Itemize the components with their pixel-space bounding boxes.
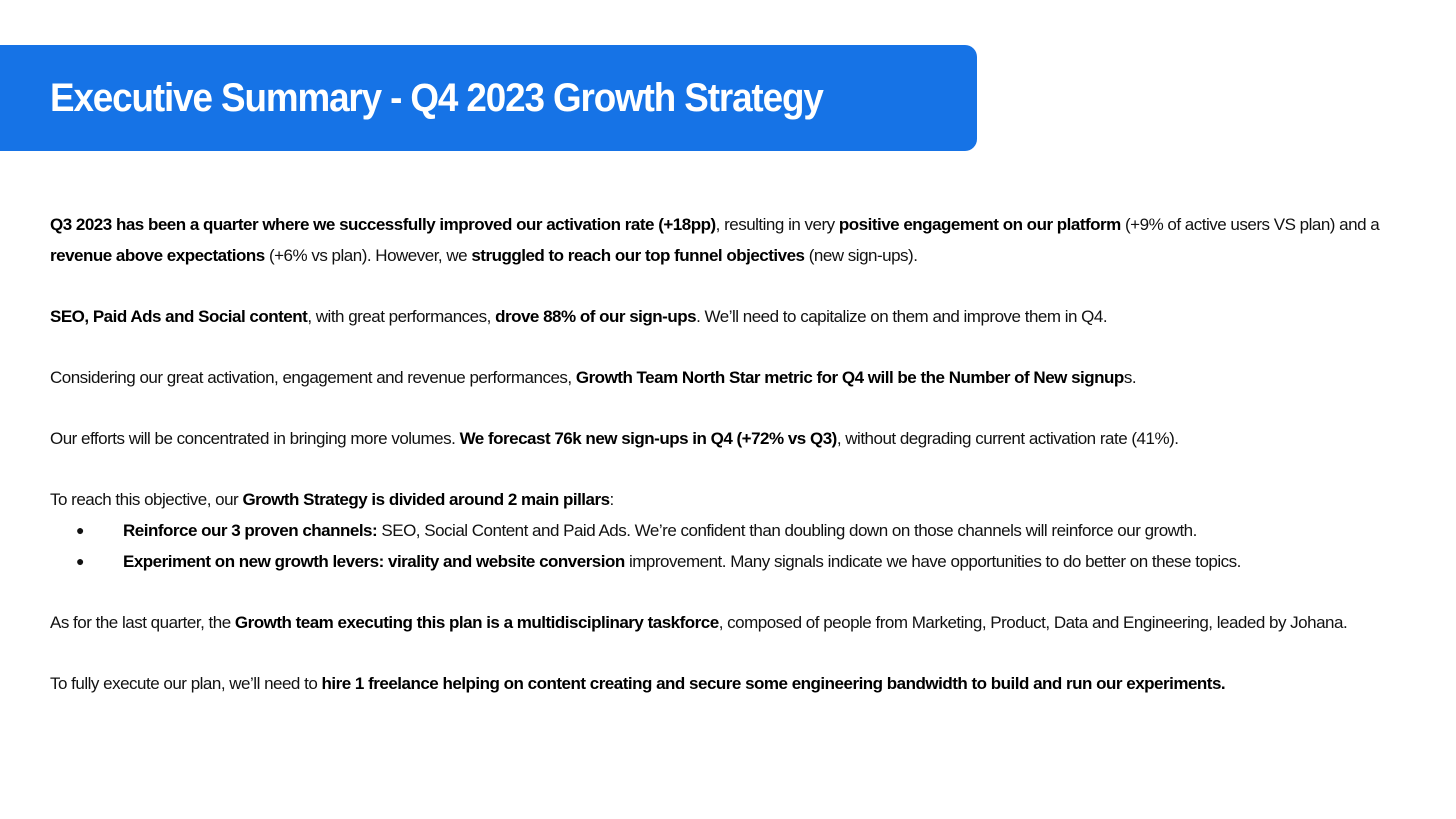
paragraph-team: As for the last quarter, the Growth team…: [50, 607, 1420, 638]
paragraph-q3-results: Q3 2023 has been a quarter where we succ…: [50, 209, 1420, 271]
paragraph-needs: To fully execute our plan, we’ll need to…: [50, 668, 1420, 699]
highlight-forecast: We forecast 76k new sign-ups in Q4 (+72%…: [459, 429, 838, 448]
bullet-icon: ●: [76, 553, 84, 569]
list-item: ● Experiment on new growth levers: virali…: [50, 546, 1420, 577]
highlight-engagement: positive engagement on our platform: [838, 215, 1121, 234]
summary-body: Q3 2023 has been a quarter where we succ…: [50, 209, 1420, 729]
highlight-activation: Q3 2023 has been a quarter where we succ…: [50, 215, 716, 234]
text-segment: As for the last quarter, the: [50, 613, 235, 632]
list-item: ● Reinforce our 3 proven channels: SEO, S…: [50, 515, 1420, 546]
pillar-text: improvement. Many signals indicate we ha…: [624, 552, 1241, 571]
highlight-team: Growth team executing this plan is a mul…: [234, 613, 719, 632]
text-segment: , resulting in very: [715, 215, 839, 234]
text-segment: Considering our great activation, engage…: [50, 368, 576, 387]
page-title: Executive Summary - Q4 2023 Growth Strat…: [50, 75, 824, 120]
highlight-north-star: Growth Team North Star metric for Q4 wil…: [575, 368, 1124, 387]
highlight-channels: SEO, Paid Ads and Social content: [50, 307, 308, 326]
text-segment: Our efforts will be concentrated in brin…: [50, 429, 460, 448]
pillar-text: SEO, Social Content and Paid Ads. We’re …: [377, 521, 1197, 540]
pillar-title: Experiment on new growth levers: viralit…: [123, 552, 625, 571]
pillars-list: ● Reinforce our 3 proven channels: SEO, S…: [50, 515, 1420, 577]
text-segment: , with great performances,: [307, 307, 496, 326]
text-segment: (+6% vs plan). However, we: [264, 246, 472, 265]
text-segment: (+9% of active users VS plan) and a: [1120, 215, 1380, 234]
pillar-title: Reinforce our 3 proven channels:: [123, 521, 378, 540]
text-segment: To fully execute our plan, we’ll need to: [50, 674, 322, 693]
paragraph-channels: SEO, Paid Ads and Social content, with g…: [50, 301, 1420, 332]
text-segment: , composed of people from Marketing, Pro…: [718, 613, 1348, 632]
text-segment: (new sign-ups).: [804, 246, 918, 265]
text-segment: :: [609, 490, 615, 509]
highlight-signups-share: drove 88% of our sign-ups: [495, 307, 697, 326]
highlight-needs: hire 1 freelance helping on content crea…: [321, 674, 1226, 693]
text-segment: To reach this objective, our: [50, 490, 243, 509]
paragraph-forecast: Our efforts will be concentrated in brin…: [50, 423, 1420, 454]
bullet-icon: ●: [76, 522, 84, 538]
text-segment: , without degrading current activation r…: [836, 429, 1179, 448]
highlight-pillars: Growth Strategy is divided around 2 main…: [242, 490, 610, 509]
text-segment: s.: [1123, 368, 1137, 387]
highlight-struggle: struggled to reach our top funnel object…: [471, 246, 805, 265]
title-banner: Executive Summary - Q4 2023 Growth Strat…: [0, 45, 977, 151]
highlight-revenue: revenue above expectations: [50, 246, 265, 265]
paragraph-north-star: Considering our great activation, engage…: [50, 362, 1420, 393]
paragraph-objective: To reach this objective, our Growth Stra…: [50, 484, 1420, 515]
text-segment: . We’ll need to capitalize on them and i…: [696, 307, 1108, 326]
